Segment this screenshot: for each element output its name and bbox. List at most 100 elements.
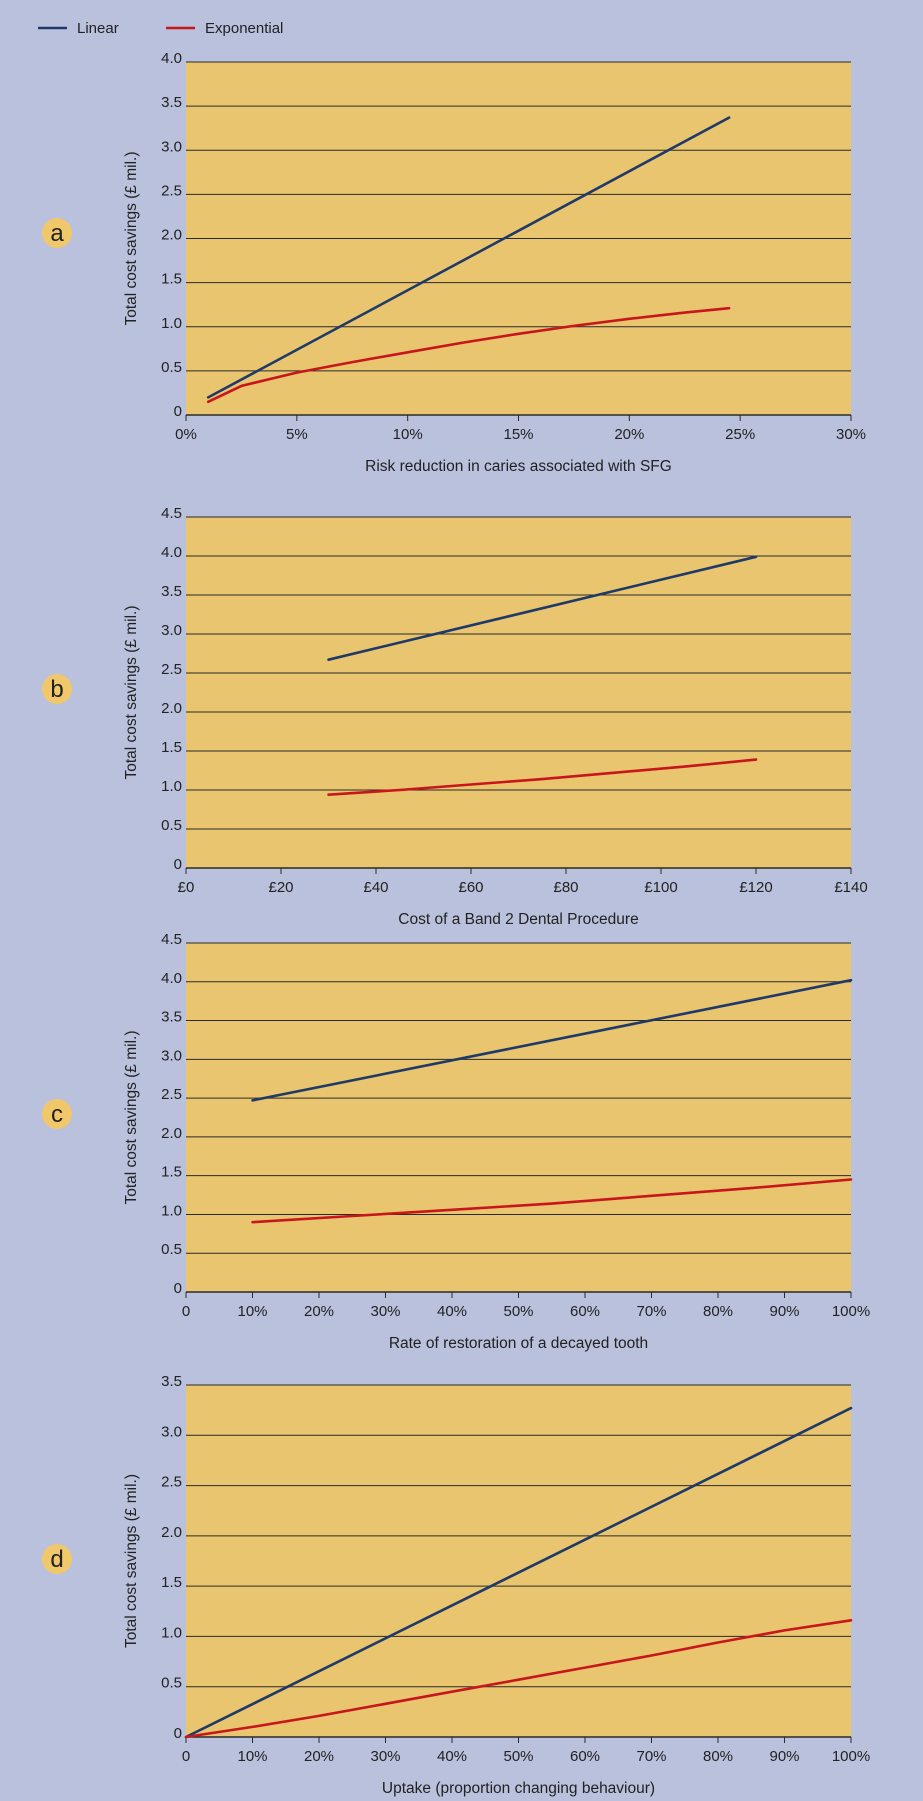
panel-badge: d — [42, 1544, 72, 1574]
y-tick-label: 0.5 — [161, 817, 182, 834]
panel-badge-circle — [42, 218, 72, 248]
y-tick-label: 1.0 — [161, 315, 182, 332]
x-tick-label: £100 — [644, 879, 677, 896]
legend: Linear Exponential — [38, 20, 283, 37]
y-tick-label: 4.0 — [161, 970, 182, 987]
x-tick-label: 20% — [614, 426, 644, 443]
y-tick-label: 2.5 — [161, 1086, 182, 1103]
y-axis-title: Total cost savings (£ mil.) — [123, 152, 140, 326]
x-axis-title: Rate of restoration of a decayed tooth — [389, 1335, 648, 1352]
panel-badge-letter: b — [50, 676, 63, 703]
x-tick-label: 100% — [832, 1748, 870, 1765]
x-tick-label: 0 — [182, 1748, 190, 1765]
y-tick-label: 1.0 — [161, 778, 182, 795]
x-tick-label: 100% — [832, 1303, 870, 1320]
y-tick-label: 2.0 — [161, 1125, 182, 1142]
y-tick-label: 2.0 — [161, 227, 182, 244]
y-tick-label: 1.5 — [161, 1574, 182, 1591]
x-tick-label: £20 — [268, 879, 293, 896]
x-tick-label: 60% — [570, 1748, 600, 1765]
x-tick-label: 20% — [304, 1748, 334, 1765]
x-tick-label: 80% — [703, 1748, 733, 1765]
legend-entry-linear: Linear — [38, 20, 119, 37]
panel-badge-circle — [42, 674, 72, 704]
y-tick-label: 3.5 — [161, 583, 182, 600]
y-tick-label: 1.0 — [161, 1202, 182, 1219]
x-axis-title: Cost of a Band 2 Dental Procedure — [398, 911, 638, 928]
x-axis-title: Uptake (proportion changing behaviour) — [382, 1780, 655, 1797]
x-tick-label: 15% — [503, 426, 533, 443]
panel-badge: b — [42, 674, 72, 704]
series-line-exponential — [206, 306, 731, 404]
legend-entry-exponential: Exponential — [166, 20, 283, 37]
y-tick-label: 2.5 — [161, 661, 182, 678]
x-tick-label: 80% — [703, 1303, 733, 1320]
x-tick-label: £0 — [178, 879, 195, 896]
x-axis-title: Risk reduction in caries associated with… — [365, 458, 672, 475]
x-tick-label: 50% — [503, 1303, 533, 1320]
x-tick-label: 90% — [769, 1303, 799, 1320]
y-tick-label: 4.0 — [161, 50, 182, 67]
series-line-linear — [206, 116, 731, 399]
y-tick-label: 0.5 — [161, 1241, 182, 1258]
chart-panel-c: 0 0.5 1.0 1.5 2.0 2.5 3.0 3.5 4.0 4.5 0 10% 20% 30% 40… — [42, 931, 870, 1352]
x-tick-label: 90% — [769, 1748, 799, 1765]
x-tick-label: £120 — [739, 879, 772, 896]
x-tick-label: 30% — [836, 426, 866, 443]
x-tick-label: £60 — [458, 879, 483, 896]
x-tick-label: £140 — [834, 879, 867, 896]
y-tick-label: 1.5 — [161, 271, 182, 288]
x-tick-label: 0 — [182, 1303, 190, 1320]
x-tick-label: 30% — [370, 1303, 400, 1320]
y-tick-label: 2.5 — [161, 1474, 182, 1491]
panel-badge-circle — [42, 1544, 72, 1574]
x-tick-label: £40 — [363, 879, 388, 896]
y-tick-label: 0 — [174, 403, 182, 420]
series-line-exponential — [327, 758, 758, 797]
x-tick-label: 40% — [437, 1303, 467, 1320]
x-tick-label: 40% — [437, 1748, 467, 1765]
series-line-linear — [327, 555, 758, 662]
y-tick-label: 1.5 — [161, 739, 182, 756]
y-tick-label: 2.0 — [161, 1524, 182, 1541]
panel-badge-letter: a — [50, 220, 64, 247]
y-tick-label: 0 — [174, 1280, 182, 1297]
y-tick-label: 3.5 — [161, 1009, 182, 1026]
x-tick-label: 10% — [237, 1748, 267, 1765]
plot-area — [186, 943, 851, 1292]
y-tick-label: 4.5 — [161, 505, 182, 522]
y-tick-label: 2.5 — [161, 182, 182, 199]
y-axis-title: Total cost savings (£ mil.) — [123, 606, 140, 780]
x-tick-label: 70% — [636, 1303, 666, 1320]
charts: 0 0.5 1.0 1.5 2.0 2.5 3.0 3.5 4.0 0% 5% 10% 15% 20% 25… — [42, 50, 870, 1797]
panel-badge: c — [42, 1099, 72, 1129]
panel-badge-circle — [42, 1099, 72, 1129]
legend-label: Exponential — [205, 20, 283, 37]
panel-badge: a — [42, 218, 72, 248]
plot-area — [186, 1385, 851, 1737]
y-tick-label: 0 — [174, 1725, 182, 1742]
series-line-exponential — [251, 1178, 853, 1224]
y-axis-title: Total cost savings (£ mil.) — [123, 1031, 140, 1205]
y-tick-label: 1.5 — [161, 1164, 182, 1181]
x-tick-label: 70% — [636, 1748, 666, 1765]
x-tick-label: 25% — [725, 426, 755, 443]
chart-panel-b: 0 0.5 1.0 1.5 2.0 2.5 3.0 3.5 4.0 4.5 £0 £20 £40 £60 £… — [42, 505, 868, 928]
panel-badge-letter: c — [51, 1101, 63, 1128]
y-tick-label: 0.5 — [161, 359, 182, 376]
x-tick-label: £80 — [553, 879, 578, 896]
y-axis-title: Total cost savings (£ mil.) — [123, 1474, 140, 1648]
series-line-linear — [251, 978, 853, 1102]
x-tick-label: 10% — [237, 1303, 267, 1320]
y-tick-label: 3.0 — [161, 1423, 182, 1440]
y-tick-label: 0.5 — [161, 1675, 182, 1692]
y-tick-label: 3.0 — [161, 1047, 182, 1064]
x-tick-label: 0% — [175, 426, 197, 443]
y-tick-label: 0 — [174, 856, 182, 873]
y-tick-label: 3.0 — [161, 138, 182, 155]
y-tick-label: 3.5 — [161, 94, 182, 111]
y-tick-label: 2.0 — [161, 700, 182, 717]
x-tick-label: 20% — [304, 1303, 334, 1320]
x-tick-label: 30% — [370, 1748, 400, 1765]
